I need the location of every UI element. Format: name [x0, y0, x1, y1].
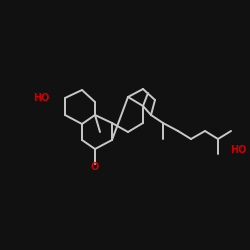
Text: HO: HO	[230, 145, 246, 155]
Text: HO: HO	[33, 93, 49, 103]
Text: O: O	[91, 162, 99, 172]
